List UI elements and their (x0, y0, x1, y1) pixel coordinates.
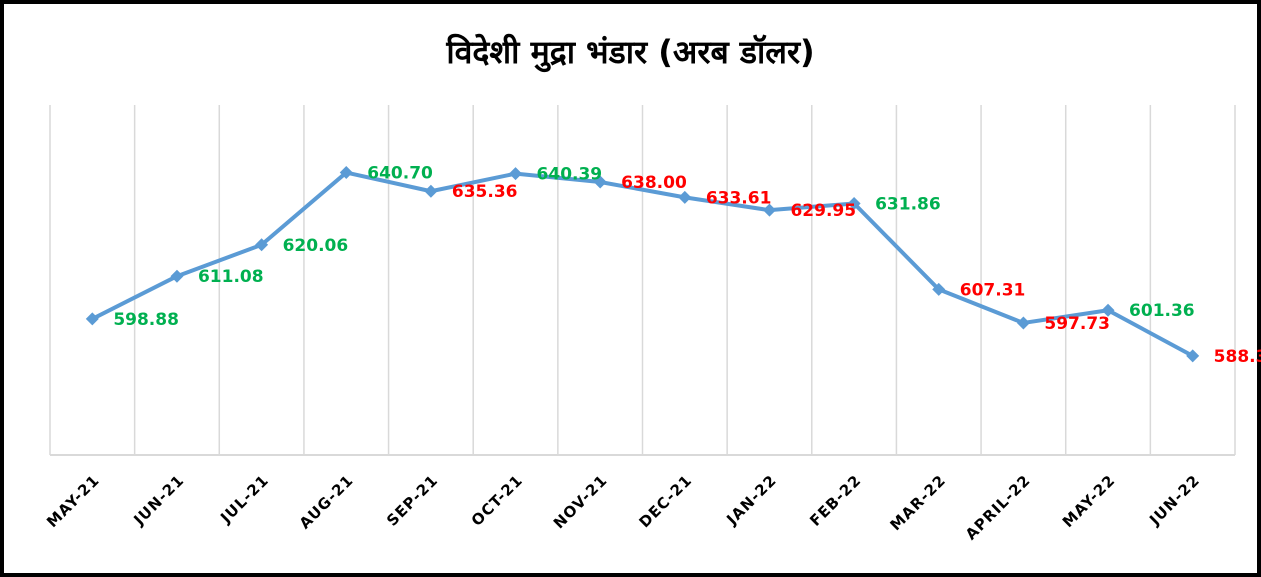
data-label: 629.95 (790, 201, 856, 221)
data-point-marker (424, 184, 438, 198)
data-point-marker (85, 312, 99, 326)
data-point-marker (1101, 303, 1115, 317)
data-point-marker (847, 196, 861, 210)
data-label: 607.31 (960, 280, 1026, 300)
x-tick-label: SEP-21 (383, 471, 442, 530)
x-tick-label: JUN-22 (1145, 471, 1203, 529)
data-label: 640.39 (537, 165, 603, 185)
series-line (90, 170, 1195, 358)
data-point-marker (678, 190, 692, 204)
data-point-marker (255, 238, 269, 252)
x-tick-label: AUG-21 (296, 471, 357, 532)
data-label: 633.61 (706, 188, 772, 208)
x-tick-label: NOV-21 (550, 471, 611, 532)
x-tick-label: JUN-21 (130, 471, 188, 529)
x-tick-label: MAY-21 (43, 471, 103, 531)
series-path (90, 170, 1195, 358)
data-point-marker (762, 203, 776, 217)
data-point-marker (593, 175, 607, 189)
data-label: 635.36 (452, 182, 518, 202)
data-labels: 598.88 611.08 620.06 640.70 635.36 640.39 638.… (113, 164, 1261, 367)
x-tick-label: MAR-22 (887, 471, 950, 534)
data-label: 597.73 (1044, 314, 1110, 334)
data-point-marker (1016, 316, 1030, 330)
x-tick-label: APRIL-22 (962, 471, 1034, 543)
data-point-marker (170, 269, 184, 283)
grid-lines (49, 105, 1236, 455)
x-tick-label: FEB-22 (806, 471, 865, 530)
x-tick-label: OCT-21 (468, 471, 527, 530)
data-markers (85, 166, 1200, 363)
x-tick-label: JAN-22 (722, 471, 780, 529)
data-label: 611.08 (198, 267, 264, 287)
data-label: 620.06 (283, 236, 349, 256)
data-label: 638.00 (621, 173, 687, 193)
data-label: 631.86 (875, 194, 941, 214)
chart-title: विदेशी मुद्रा भंडार (अरब डॉलर) (446, 33, 815, 71)
x-tick-label: DEC-21 (635, 471, 695, 531)
data-label: 640.70 (367, 164, 433, 184)
x-tick-label: MAY-22 (1059, 471, 1119, 531)
data-point-marker (509, 167, 523, 181)
data-label: 598.88 (113, 310, 179, 330)
data-label: 588.31 (1214, 347, 1261, 367)
x-tick-label: JUL-21 (216, 471, 272, 527)
data-point-marker (932, 282, 946, 296)
data-label: 601.36 (1129, 301, 1195, 321)
data-point-marker (1186, 349, 1200, 363)
x-tick-labels: MAY-21 JUN-21 JUL-21 AUG-21 SEP-21 OCT-21 NOV-… (43, 471, 1203, 543)
data-point-marker (339, 166, 353, 180)
